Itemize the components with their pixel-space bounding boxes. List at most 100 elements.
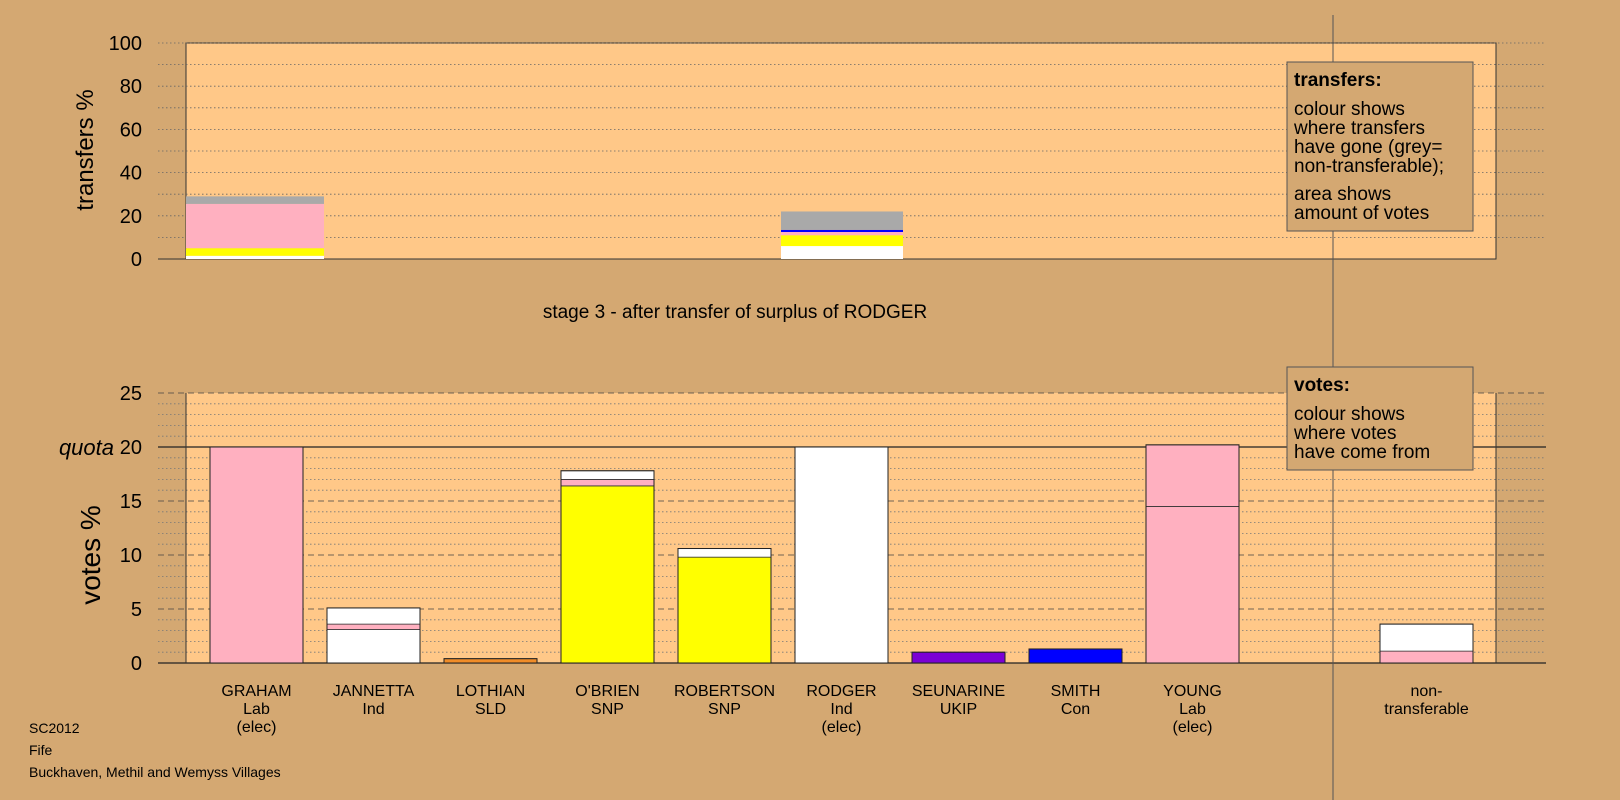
bar-outline xyxy=(1028,648,1123,664)
category-label: SNP xyxy=(708,701,741,718)
vote-segment xyxy=(677,548,772,558)
y-tick-label: 20 xyxy=(120,206,142,228)
bar-outline xyxy=(911,651,1006,664)
category-label: YOUNG xyxy=(1163,683,1222,700)
y-tick-label: 0 xyxy=(131,249,142,271)
transfers-bars xyxy=(186,196,903,259)
category-label: Lab xyxy=(243,701,270,718)
vote-segment xyxy=(677,556,772,664)
vote-segment xyxy=(443,658,538,664)
category-label: non- xyxy=(1410,683,1442,700)
transfer-segment xyxy=(781,229,903,232)
transfer-segment xyxy=(781,235,903,247)
transfer-segment xyxy=(186,203,324,249)
vote-segment xyxy=(1145,444,1240,507)
category-label: Lab xyxy=(1179,701,1206,718)
bar-outline xyxy=(677,548,772,664)
transfers-legend-heading: transfers: xyxy=(1294,70,1382,91)
bar-outline xyxy=(326,607,421,664)
category-label: LOTHIAN xyxy=(456,683,525,700)
bar-outline xyxy=(560,470,655,664)
votes-legend-line: colour shows xyxy=(1294,404,1405,425)
transfer-segment xyxy=(186,196,324,204)
transfers-chart: 0 20 40 60 80 100 transfers % xyxy=(72,33,1546,271)
transfers-legend: transfers: colour shows where transfers … xyxy=(1286,61,1474,232)
transfer-segment xyxy=(186,255,324,259)
category-label: JANNETTA xyxy=(333,683,415,700)
vote-segment xyxy=(1379,650,1474,664)
transfers-y-axis-label: transfers % xyxy=(72,89,99,210)
votes-legend-box xyxy=(1286,366,1474,471)
category-label: UKIP xyxy=(940,701,977,718)
vote-segment xyxy=(1379,623,1474,652)
vote-segment xyxy=(326,629,421,664)
transfer-segment xyxy=(781,211,903,230)
transfer-segment xyxy=(186,248,324,256)
votes-bars xyxy=(209,444,1474,664)
category-label: RODGER xyxy=(806,683,876,700)
vote-segment xyxy=(1145,505,1240,664)
votes-legend-heading: votes: xyxy=(1294,375,1350,396)
votes-legend: votes: colour shows where votes have com… xyxy=(1286,366,1474,471)
category-label: ROBERTSON xyxy=(674,683,775,700)
category-label: SNP xyxy=(591,701,624,718)
y-tick-label: 5 xyxy=(131,599,142,621)
votes-y-ticks: 0 5 10 15 25 20 xyxy=(120,383,142,675)
y-tick-label: 15 xyxy=(120,491,142,513)
transfers-legend-line: where transfers xyxy=(1293,118,1425,139)
category-label: GRAHAM xyxy=(221,683,291,700)
category-label: Ind xyxy=(830,701,852,718)
vote-segment xyxy=(560,478,655,487)
transfers-y-ticks: 0 20 40 60 80 100 xyxy=(109,33,142,271)
vote-segment xyxy=(1028,648,1123,664)
quota-label: quota xyxy=(59,435,114,460)
category-label: SMITH xyxy=(1051,683,1101,700)
bar-outline xyxy=(209,446,304,664)
y-tick-label: 20 xyxy=(120,437,142,459)
y-tick-label: 80 xyxy=(120,76,142,98)
vote-segment xyxy=(326,623,421,630)
y-tick-label: 25 xyxy=(120,383,142,405)
category-label: (elec) xyxy=(821,719,861,736)
votes-legend-line: where votes xyxy=(1293,423,1396,444)
transfers-legend-line: amount of votes xyxy=(1294,203,1429,224)
transfers-legend-line: have gone (grey= xyxy=(1294,137,1442,158)
bar-outline xyxy=(794,446,889,664)
footer-election: SC2012 xyxy=(29,720,80,736)
transfers-legend-line: non-transferable); xyxy=(1294,156,1444,177)
bar-outline xyxy=(1145,444,1240,664)
vote-segment xyxy=(326,607,421,625)
y-tick-label: 40 xyxy=(120,163,142,185)
bar-outline xyxy=(443,658,538,664)
transfers-legend-line: colour shows xyxy=(1294,99,1405,120)
vote-segment xyxy=(911,651,1006,664)
vote-segment xyxy=(560,485,655,664)
y-tick-label: 60 xyxy=(120,119,142,141)
transfer-segment xyxy=(781,246,903,259)
category-label: Con xyxy=(1061,701,1090,718)
category-label: (elec) xyxy=(236,719,276,736)
footer-ward: Buckhaven, Methil and Wemyss Villages xyxy=(29,764,281,780)
votes-y-axis-label: votes % xyxy=(75,505,106,605)
stage-title: stage 3 - after transfer of surplus of R… xyxy=(543,302,927,323)
bar-outline xyxy=(1379,623,1474,664)
footer-council: Fife xyxy=(29,742,53,758)
category-label: Ind xyxy=(362,701,384,718)
transfers-legend-box xyxy=(1286,61,1474,232)
category-label: SEUNARINE xyxy=(912,683,1005,700)
category-label: O'BRIEN xyxy=(575,683,639,700)
transfer-segment xyxy=(781,232,903,236)
vote-segment xyxy=(794,446,889,664)
vote-segment xyxy=(560,470,655,480)
y-tick-label: 100 xyxy=(109,33,142,55)
votes-legend-line: have come from xyxy=(1294,442,1430,463)
y-tick-label: 0 xyxy=(131,653,142,675)
votes-category-labels: GRAHAMLab(elec)JANNETTAIndLOTHIANSLDO'BR… xyxy=(221,683,1468,736)
category-label: SLD xyxy=(475,701,506,718)
y-tick-label: 10 xyxy=(120,545,142,567)
category-label: transferable xyxy=(1384,701,1469,718)
vote-segment xyxy=(209,446,304,664)
category-label: (elec) xyxy=(1172,719,1212,736)
